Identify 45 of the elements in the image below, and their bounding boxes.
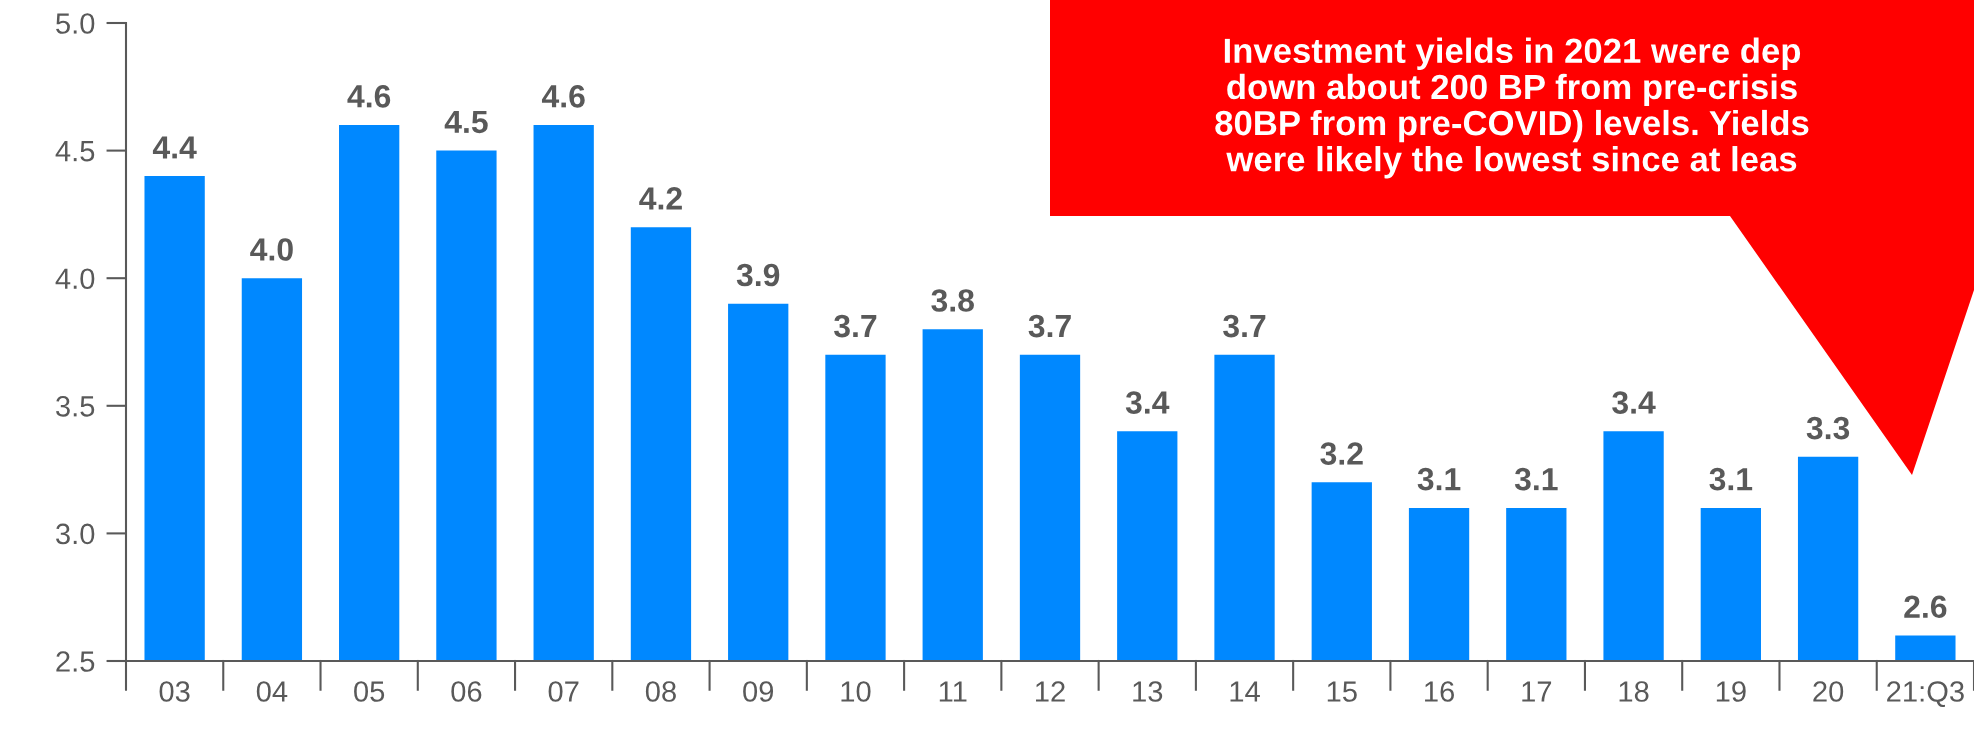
- data-label: 3.1: [1709, 467, 1753, 491]
- data-label: 3.3: [1806, 416, 1850, 440]
- data-label: 4.0: [250, 238, 293, 261]
- data-label: 3.1: [1417, 467, 1461, 491]
- data-label: 3.7: [834, 314, 877, 338]
- y-tick-label: 2.5: [56, 651, 95, 672]
- data-label: 4.4: [152, 136, 197, 159]
- x-tick-label: 06: [451, 681, 482, 702]
- annotation: Investment yields in 2021 were dep down about 200 BP from pre-crisis 80BP from pre-COVID) levels. Yields were likely the lowest since at leas: [1215, 37, 1809, 179]
- x-tick-label: 05: [354, 681, 385, 702]
- x-tick-label: 20: [1813, 681, 1844, 702]
- x-tick-label: 04: [256, 681, 288, 702]
- y-tick-label: 3.5: [56, 396, 95, 417]
- x-tick-label: 16: [1425, 681, 1454, 702]
- x-tick-label: 09: [743, 681, 774, 702]
- data-label: 4.2: [639, 187, 682, 210]
- x-tick-label: 21:Q3: [1887, 681, 1964, 708]
- y-tick-label: 4.5: [55, 141, 95, 162]
- data-label: 3.2: [1320, 442, 1363, 465]
- x-tick-label: 18: [1619, 681, 1649, 702]
- y-tick-label: 4.0: [55, 268, 95, 290]
- x-tick-label: 10: [841, 681, 871, 702]
- x-tick-label: 08: [645, 681, 676, 702]
- x-tick-label: 14: [1230, 681, 1260, 702]
- data-label: 3.8: [931, 289, 974, 312]
- data-label: 3.9: [736, 263, 780, 287]
- x-tick-label: 19: [1716, 681, 1746, 702]
- y-tick-label: 5.0: [56, 13, 95, 34]
- x-tick-label: 03: [159, 681, 190, 702]
- data-label: 4.5: [444, 110, 488, 134]
- data-label: 3.1: [1514, 467, 1558, 491]
- data-label: 3.7: [1223, 314, 1266, 338]
- x-tick-label: 13: [1133, 681, 1163, 702]
- y-tick-label: 3.0: [56, 523, 95, 545]
- data-label: 2.6: [1904, 595, 1947, 619]
- x-tick-label: 12: [1036, 681, 1065, 702]
- x-tick-label: 07: [548, 681, 579, 702]
- data-label: 4.6: [541, 85, 585, 108]
- x-tick-label: 17: [1522, 681, 1552, 702]
- x-tick-label: 11: [939, 681, 967, 702]
- data-label: 3.7: [1028, 314, 1071, 338]
- data-label: 3.4: [1612, 391, 1656, 414]
- x-tick-label: 15: [1327, 681, 1357, 702]
- data-label: 4.6: [347, 85, 391, 108]
- data-label: 3.4: [1125, 391, 1170, 414]
